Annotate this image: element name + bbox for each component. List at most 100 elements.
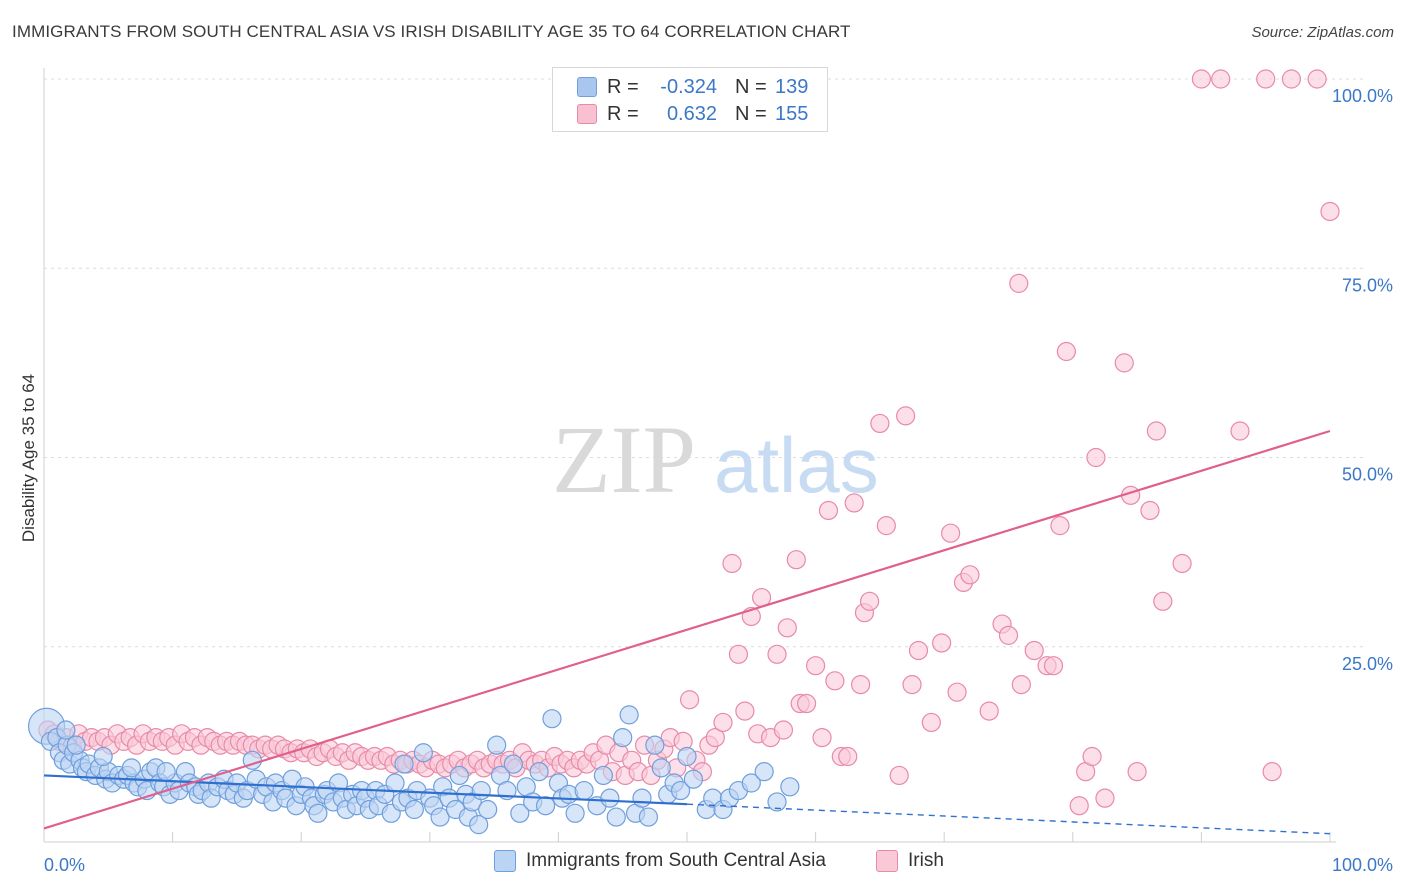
trend-line-irish <box>43 429 1331 830</box>
chart-title: IMMIGRANTS FROM SOUTH CENTRAL ASIA VS IR… <box>12 22 851 41</box>
data-point <box>606 807 626 827</box>
data-point <box>1262 762 1282 782</box>
data-point <box>645 735 665 755</box>
data-point <box>896 406 916 426</box>
data-point <box>632 788 652 808</box>
data-point <box>713 712 733 733</box>
data-point <box>870 413 890 434</box>
y-tick-label: 75.0% <box>1342 275 1393 295</box>
n-value: 139 <box>775 75 809 98</box>
data-point <box>613 727 633 748</box>
tick-labels: 25.0% 50.0% 75.0% 100.0% 0.0% 100.0% <box>44 86 1393 875</box>
irish-points <box>38 69 1340 816</box>
data-point <box>1281 69 1302 89</box>
data-point <box>469 815 489 835</box>
data-point <box>773 720 794 740</box>
data-point <box>156 762 176 782</box>
south-central-asia-points <box>27 705 800 835</box>
data-point <box>394 754 414 774</box>
data-point <box>683 769 704 789</box>
data-point <box>796 693 817 714</box>
y-tick-label: 50.0% <box>1342 465 1393 485</box>
stats-legend: R = -0.324 N = 139 R = 0.632 N = 155 <box>552 67 828 132</box>
data-point <box>947 682 967 702</box>
data-point <box>503 754 523 774</box>
y-axis-label: Disability Age 35 to 64 <box>19 374 38 542</box>
y-tick-label: 100.0% <box>1332 86 1393 106</box>
data-point <box>941 523 961 543</box>
n-label: N = <box>735 102 767 125</box>
trend-line-asia-extension <box>686 803 1331 835</box>
data-point <box>565 803 585 823</box>
data-point <box>404 799 424 820</box>
data-point <box>56 720 76 740</box>
watermark-zip: ZIP <box>552 406 696 513</box>
legend-swatch-irish <box>577 104 597 124</box>
data-point <box>619 705 639 725</box>
data-point <box>574 780 594 801</box>
data-point <box>413 743 433 763</box>
legend-item-asia: Immigrants from South Central Asia <box>494 850 826 872</box>
data-point <box>921 712 941 733</box>
data-point <box>1172 553 1192 574</box>
data-point <box>735 701 755 721</box>
data-point <box>805 656 826 676</box>
data-point <box>1211 69 1231 89</box>
legend-label-asia: Immigrants from South Central Asia <box>526 850 826 871</box>
data-point <box>1086 447 1106 468</box>
data-point <box>1153 591 1173 611</box>
trend-lines <box>43 429 1331 835</box>
data-point <box>889 765 909 786</box>
data-point <box>825 671 845 691</box>
data-point <box>818 500 839 521</box>
data-point <box>786 550 806 570</box>
n-label: N = <box>735 75 767 98</box>
data-point <box>510 803 530 823</box>
legend-swatch-asia <box>494 850 516 872</box>
data-point <box>308 803 328 823</box>
data-point <box>430 807 450 827</box>
data-point <box>677 746 697 767</box>
data-point <box>979 701 999 721</box>
data-point <box>876 516 896 536</box>
data-point <box>932 633 952 653</box>
data-point <box>121 758 142 778</box>
data-point <box>741 773 761 793</box>
data-point <box>754 762 774 782</box>
data-point <box>449 765 469 786</box>
r-label: R = <box>607 102 639 125</box>
data-point <box>722 553 742 574</box>
legend-row-irish: R = 0.632 N = 155 <box>577 102 808 126</box>
data-point <box>728 644 749 664</box>
source-label: Source: ZipAtlas.com <box>1251 24 1394 41</box>
data-point <box>542 709 562 729</box>
data-point <box>1069 796 1089 816</box>
y-tick-label: 25.0% <box>1342 654 1393 674</box>
legend-item-irish: Irish <box>876 850 944 872</box>
data-point <box>478 799 498 820</box>
r-value: -0.324 <box>660 75 717 98</box>
legend-swatch-irish <box>876 850 898 872</box>
data-point <box>385 773 405 793</box>
data-point <box>960 565 980 585</box>
data-point <box>1009 273 1029 293</box>
data-point <box>844 493 864 513</box>
n-value: 155 <box>775 102 809 125</box>
data-point <box>651 758 671 778</box>
data-point <box>998 625 1019 645</box>
data-point <box>600 788 620 808</box>
data-point <box>1050 516 1070 536</box>
legend-row-asia: R = -0.324 N = 139 <box>577 75 808 99</box>
data-point <box>535 796 556 816</box>
data-point <box>1320 201 1340 222</box>
data-point <box>777 618 797 638</box>
data-point <box>1307 69 1327 89</box>
data-point <box>638 807 659 827</box>
legend-label-irish: Irish <box>908 850 944 871</box>
data-point <box>670 780 691 801</box>
data-point <box>705 727 725 748</box>
data-point <box>1024 640 1044 661</box>
data-point <box>471 780 491 801</box>
data-point <box>1082 746 1102 767</box>
